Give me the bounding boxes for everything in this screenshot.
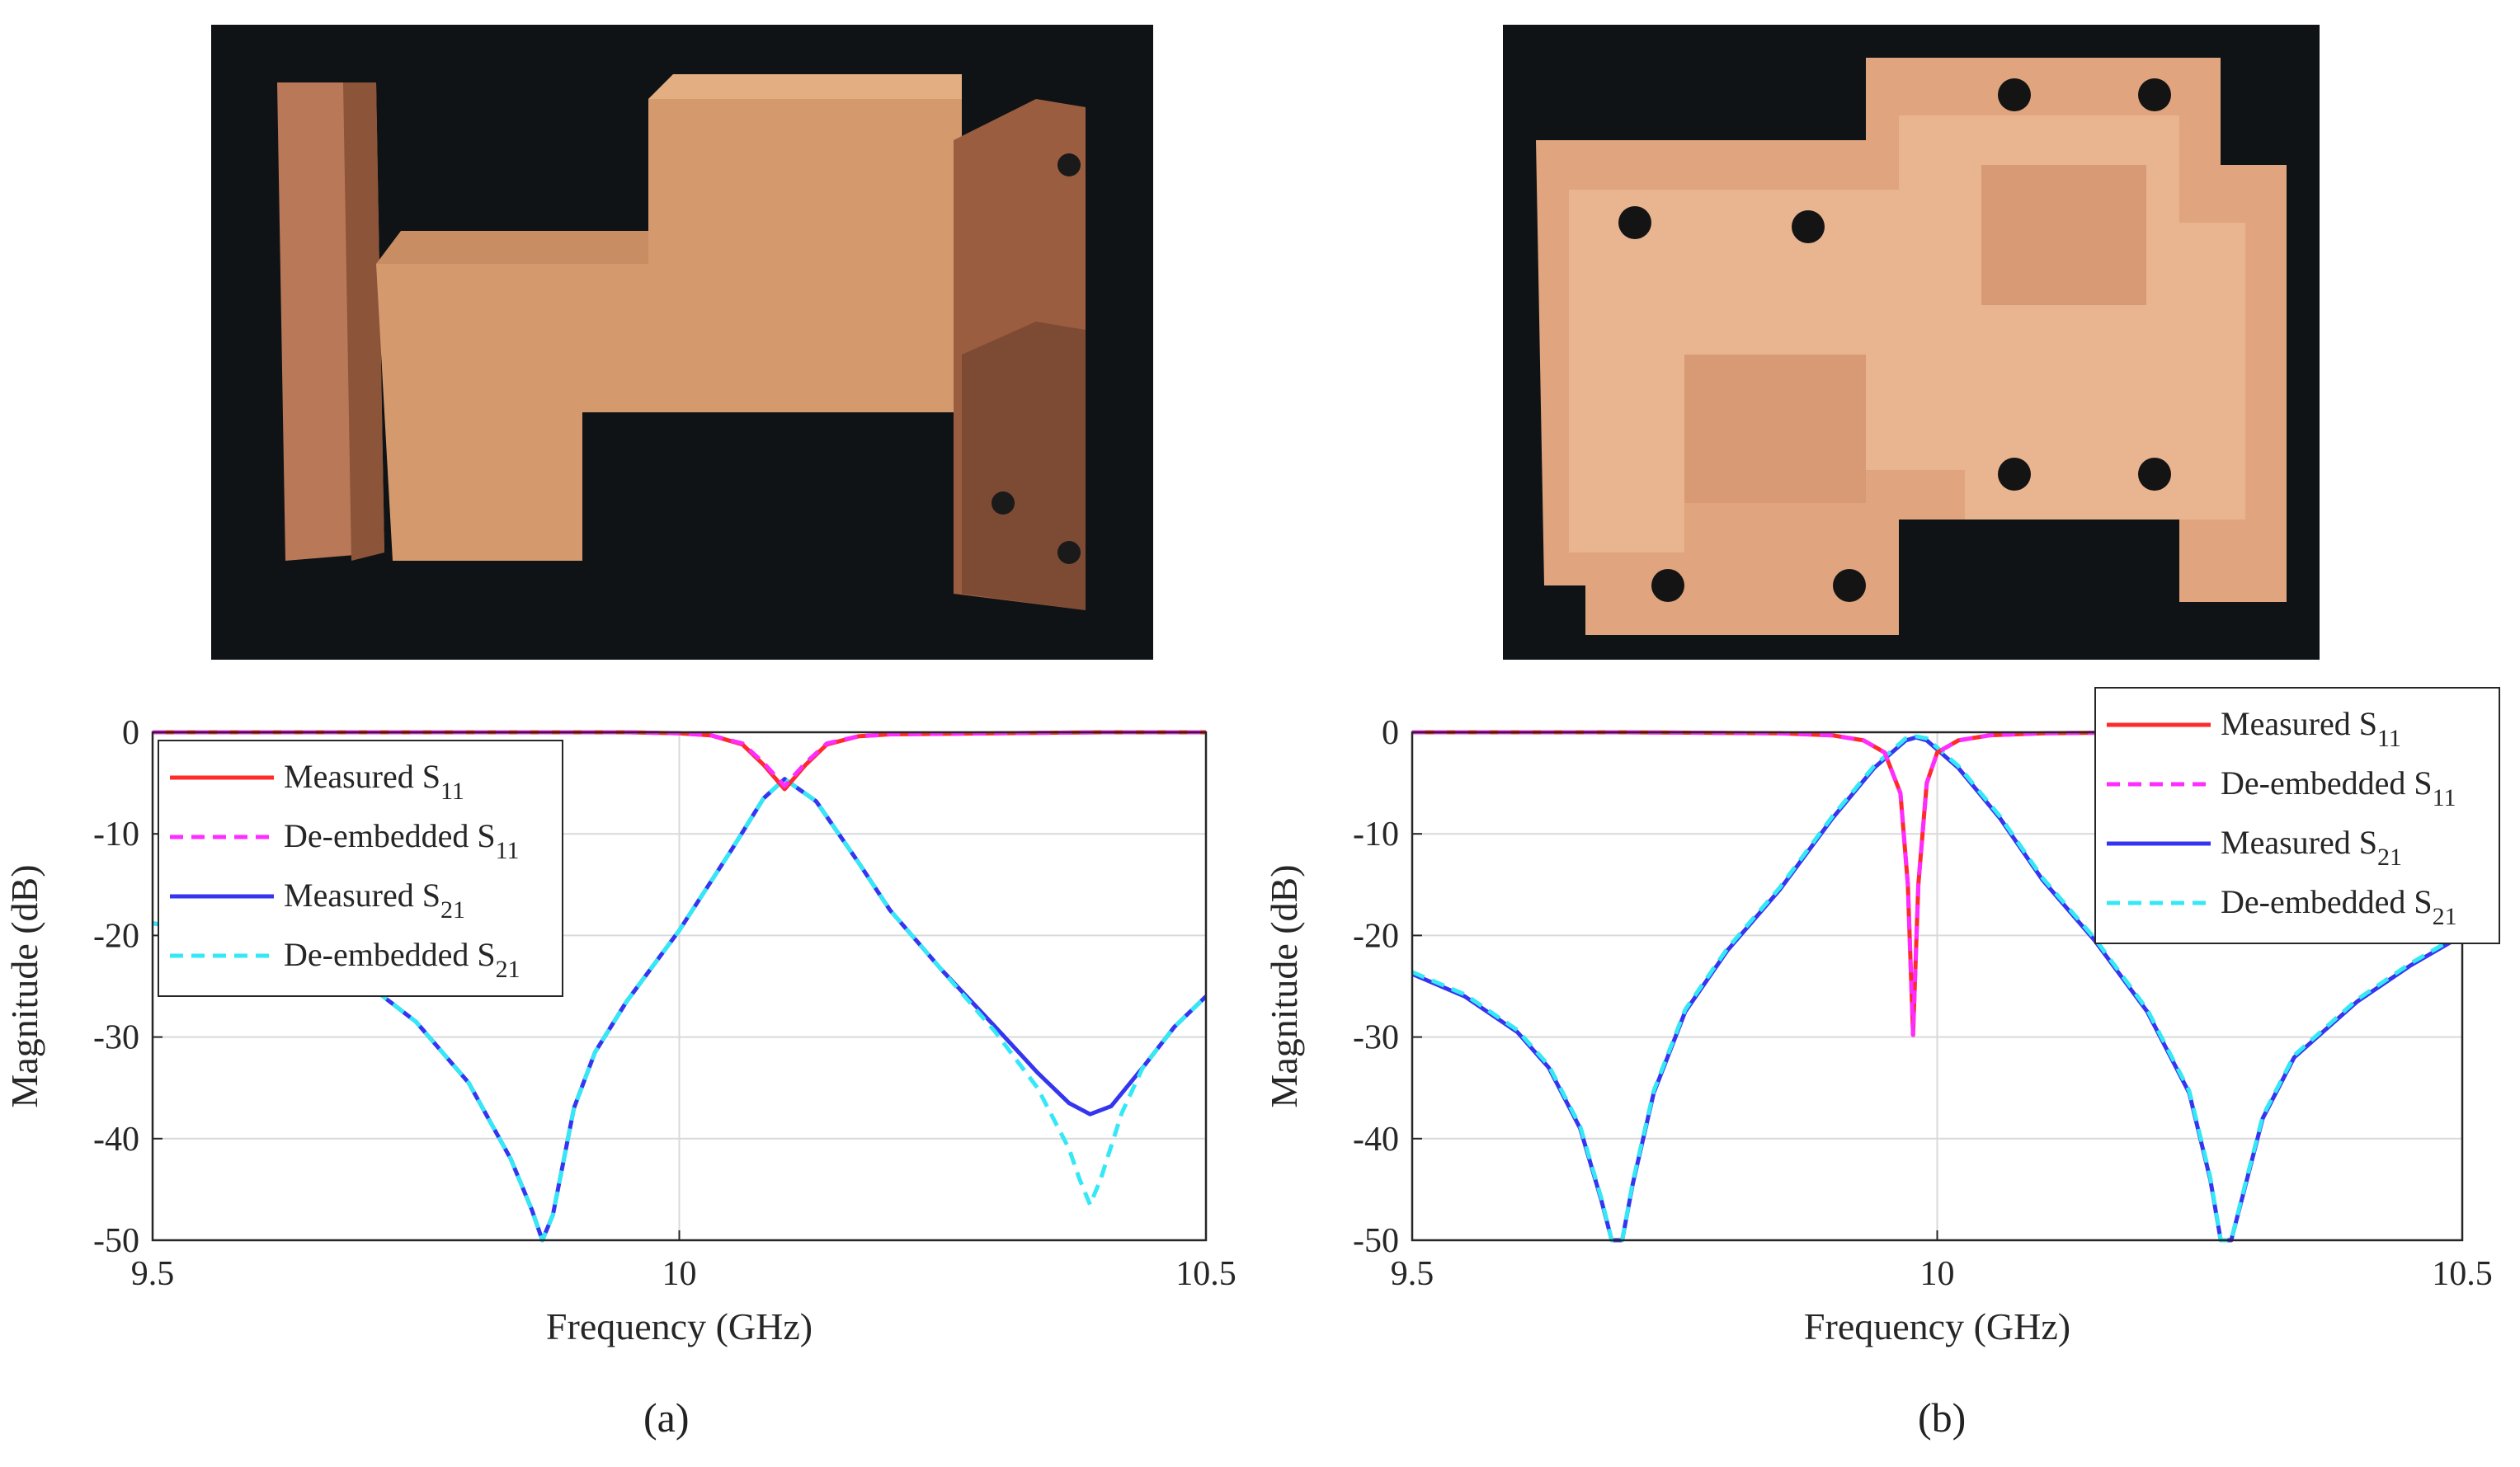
legend-entry: Measured S21 [284,877,465,924]
x-tick-label: 9.5 [1391,1255,1434,1293]
x-axis-label: Frequency (GHz) [546,1305,813,1347]
y-tick-label: 0 [1382,714,1399,752]
x-tick-label: 9.5 [131,1255,175,1293]
chart-b: 9.5 10 10.5 0 -10 -20 -30 -40 -50 Frequency (GHz)… [1263,687,2500,1347]
x-tick-label: 10.5 [1175,1255,1236,1293]
y-tick-label: -20 [93,917,139,955]
y-tick-label: -50 [93,1222,139,1260]
x-axis-label: Frequency (GHz) [1804,1305,2070,1347]
x-tick-label: 10.5 [2432,1255,2493,1293]
legend-entry: De-embedded S21 [2221,883,2457,930]
legend-entry: De-embedded S11 [2221,764,2456,811]
x-tick-label: 10 [1920,1255,1955,1293]
series-de-embedded-s21 [1412,734,2462,1243]
panel-label-a: (a) [643,1394,690,1441]
y-tick-label: -20 [1353,917,1399,955]
y-tick-label: -50 [1353,1222,1399,1260]
y-tick-label: -10 [1353,816,1399,853]
legend: Measured S11 De-embedded S11 Measured S21 D… [2094,687,2500,944]
legend: Measured S11 De-embedded S11 Measured S21 D… [158,740,563,997]
y-tick-label: -30 [1353,1019,1399,1057]
cavity-half-illustration [1503,25,2320,660]
chart-a: 9.5 10 10.5 0 -10 -20 -30 -40 -50 Frequency (GHz)… [3,714,1236,1347]
panel-label-b: (b) [1918,1394,1967,1441]
y-tick-label: -40 [93,1121,139,1159]
legend-entry: De-embedded S11 [284,817,519,864]
y-tick-label: -30 [93,1019,139,1057]
assembled-filter-illustration [211,25,1153,660]
series-de-embedded-s11 [1412,730,2462,1037]
legend-entry: Measured S21 [2221,824,2402,871]
series-de-embedded-s21 [153,777,1206,1243]
series-de-embedded-s11 [153,730,1206,788]
legend-box [2094,687,2500,944]
y-tick-label: -10 [93,816,139,853]
y-tick-label: -40 [1353,1121,1399,1159]
x-tick-label: 10 [662,1255,697,1293]
legend-entry: Measured S11 [284,758,464,805]
legend-entry: De-embedded S21 [284,936,520,983]
y-tick-label: 0 [122,714,139,752]
legend-entry: Measured S11 [2221,705,2401,752]
y-axis-label: Magnitude (dB) [1263,864,1305,1107]
waveguide-filter-assembled-photo [211,25,1153,660]
waveguide-filter-cavity-half-photo [1503,25,2320,660]
legend-box [158,740,563,997]
y-axis-label: Magnitude (dB) [3,864,45,1107]
